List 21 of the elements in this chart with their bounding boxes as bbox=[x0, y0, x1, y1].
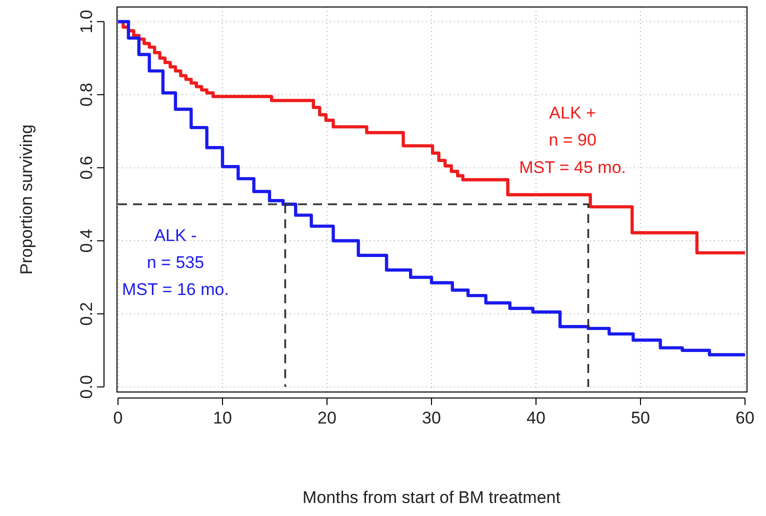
annotation: n = 535 bbox=[146, 252, 204, 272]
x-tick-label: 50 bbox=[631, 408, 650, 428]
y-tick-label: 0.0 bbox=[77, 375, 96, 399]
y-tick-label: 0.2 bbox=[77, 302, 96, 326]
y-tick-label: 0.4 bbox=[77, 228, 96, 253]
annotation: MST = 16 mo. bbox=[122, 280, 229, 300]
text: ALK - bbox=[154, 226, 197, 245]
x-tick-label: 30 bbox=[422, 408, 441, 428]
annotation: MST = 45 mo. bbox=[519, 158, 626, 177]
y-tick-label: 0.8 bbox=[77, 82, 96, 106]
x-axis-title: Months from start of BM treatment bbox=[302, 488, 561, 507]
y-axis-title: Proportion surviving bbox=[17, 124, 36, 275]
x-tick-label: 0 bbox=[113, 408, 123, 428]
text: ALK + bbox=[549, 103, 596, 122]
x-tick-label: 40 bbox=[526, 408, 546, 428]
y-tick-label: 1.0 bbox=[77, 10, 96, 34]
y-tick-label: 0.6 bbox=[77, 156, 96, 180]
x-tick-label: 20 bbox=[318, 408, 336, 428]
x-tick-label: 10 bbox=[213, 408, 232, 428]
x-tick-label: 60 bbox=[736, 408, 754, 428]
annotation: n = 90 bbox=[548, 130, 596, 150]
